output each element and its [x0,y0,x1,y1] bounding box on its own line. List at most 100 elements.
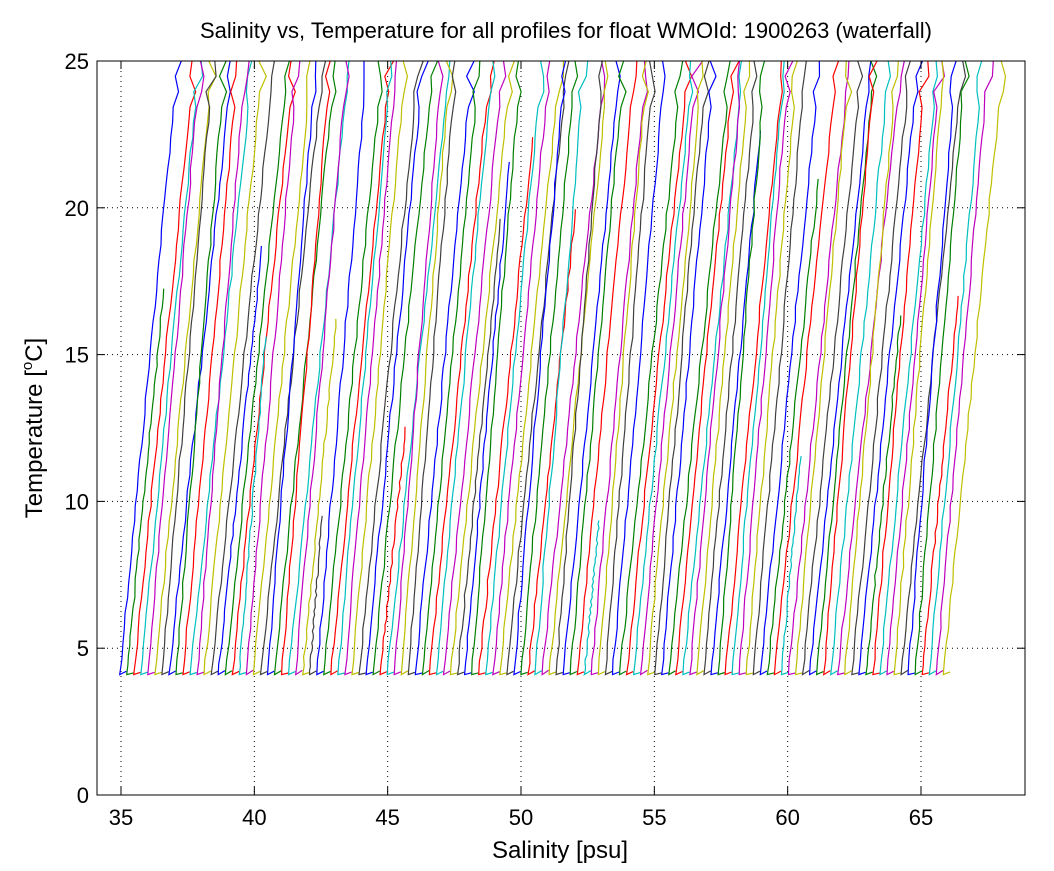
profile-line [879,60,939,676]
profile-line [935,60,994,676]
profile-line [675,60,740,676]
profile-line [513,60,567,676]
profile-line [618,60,684,676]
profile-line [210,60,275,676]
profile-line [668,60,731,676]
profile-line [358,60,424,676]
profile-line [414,60,475,676]
profile-line [872,60,930,676]
profile-line [738,60,794,676]
profile-line [851,60,911,676]
profile-line [147,60,205,676]
profile-line [865,315,902,676]
profile-line [456,218,501,676]
profile-line [189,60,253,676]
chart-title: Salinity vs, Temperature for all profile… [200,18,932,43]
profile-line [463,161,510,676]
profile-line [696,60,751,676]
profile-line [492,60,551,676]
x-tick-label-55: 55 [642,805,666,830]
profile-line [224,60,290,676]
profile-line [407,60,457,676]
profile-line [660,60,717,676]
profile-line [400,60,454,676]
profile-line [499,61,564,676]
y-tick-label-20: 20 [65,196,89,221]
profile-line [597,60,649,676]
profile-line [266,60,317,676]
profile-line [203,60,267,676]
profile-line [808,60,872,676]
profile-line [787,60,850,676]
x-tick-label-35: 35 [109,805,133,830]
profile-line [520,60,579,676]
profile-line [710,130,761,676]
profile-line [555,60,603,676]
y-tick-label-15: 15 [65,343,89,368]
profile-line [273,60,337,676]
profile-line [942,60,1007,676]
profile-line [393,60,444,676]
profile-line [752,60,807,676]
profile-line [689,60,741,676]
profile-line [323,60,383,676]
profile-lines [118,60,1007,676]
profile-line [372,60,439,676]
profile-line [125,288,165,676]
profile-line [344,60,398,676]
x-tick-label-65: 65 [909,805,933,830]
profile-line [858,60,924,676]
profile-line [428,60,495,676]
profile-line [639,60,704,676]
profile-line [928,60,983,676]
profile-line [717,60,766,676]
profile-line [132,60,197,676]
profile-line [161,60,217,676]
x-tick-label-45: 45 [375,805,399,830]
x-tick-label-40: 40 [242,805,266,830]
profile-line [435,60,496,676]
profile-line [478,137,534,676]
profile-line [745,60,798,676]
profile-line [154,60,217,676]
profile-line [280,60,331,676]
profile-line [379,426,406,676]
profile-line [625,60,693,676]
profile-line [590,60,649,676]
x-axis-label: Salinity [psu] [492,837,628,864]
profile-line [301,318,337,676]
profile-line [844,60,899,676]
profile-line [484,60,545,676]
profile-line [238,336,267,676]
profile-line [527,209,576,676]
profile-line [822,60,878,676]
profile-line [801,60,864,676]
profile-line [175,60,228,676]
profile-line [794,60,853,676]
profile-line [604,60,656,676]
y-axis-label: Temperature [oC] [19,338,48,518]
profile-line [449,60,515,676]
profile-line [421,60,481,676]
profile-line [780,456,802,676]
profile-line [471,60,522,676]
profile-line [294,60,350,676]
profile-line [231,60,296,676]
profile-line [759,60,821,676]
profile-line [921,295,959,676]
profile-line [562,60,621,676]
profile-line [632,60,694,676]
profile-line [773,60,840,676]
y-tick-label-25: 25 [65,49,89,74]
profile-line [337,60,393,676]
profile-line [576,60,638,676]
profile-line [330,60,395,676]
profile-line [815,60,878,676]
profile-line [583,520,600,676]
profile-line [893,60,945,676]
y-tick-label-10: 10 [65,489,89,514]
profile-line [766,178,819,676]
profile-line [829,60,892,676]
profile-line [316,61,365,676]
